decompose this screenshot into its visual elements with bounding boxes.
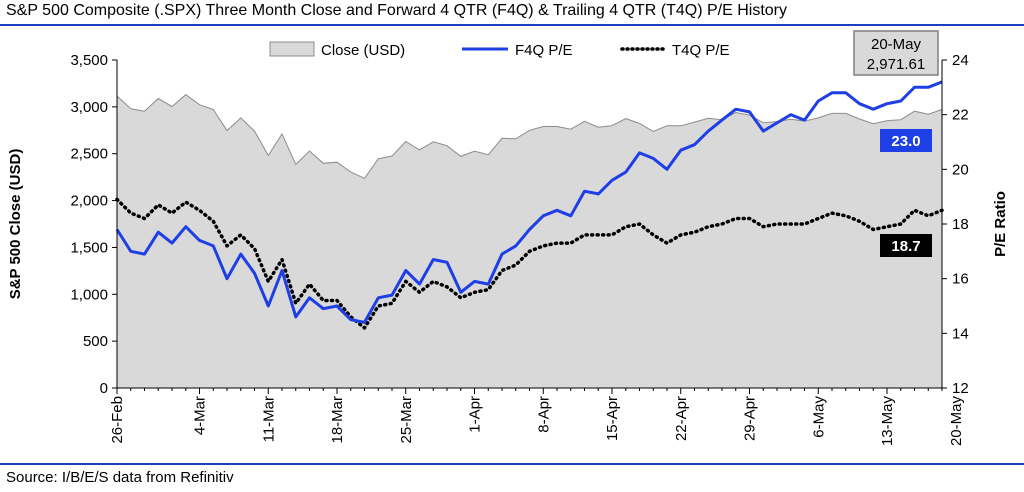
legend-label-f4q: F4Q P/E [515,42,573,59]
chart-canvas: 0 500 1,000 1,500 2,000 2,500 3,000 3,500 12 14 16… [7,30,1009,447]
x-axis-tick-label: 11-Mar [260,396,277,442]
callout-box [853,30,939,76]
right-axis-tick-label: 18 [952,216,969,233]
left-axis-tick-label: 1,500 [70,239,108,256]
x-axis-tick-label: 26-Feb [109,396,126,444]
date-value-callout: 20-May 2,971.61 [853,30,939,76]
left-axis-tick-label: 3,500 [70,52,108,69]
right-axis-tick-label: 24 [952,52,969,69]
x-axis-tick-label: 4-Mar [192,396,209,435]
chart-title: S&P 500 Composite (.SPX) Three Month Clo… [6,2,787,19]
legend-swatch-close [269,41,315,57]
t4q-line [115,197,944,330]
x-axis-tick-label: 1-Apr [467,396,484,433]
x-axis-tick-label: 15-Apr [604,396,621,441]
right-axis-tick-label: 16 [952,271,969,288]
source-rule [0,463,1024,465]
right-axis-title: P/E Ratio [992,191,1009,257]
source-note: Source: I/B/E/S data from Refinitiv [6,469,234,486]
x-axis-tick-label: 18-Mar [329,396,346,444]
x-axis-tick-label: 6-May [810,396,827,438]
f4q-line [115,80,943,324]
legend-label-close: Close (USD) [321,42,405,59]
x-axis-tick-label: 13-May [879,396,896,447]
legend-label-t4q: T4Q P/E [672,42,730,59]
t4q-end-label: 18.7 [891,238,920,255]
left-axis-tick-label: 500 [83,333,108,350]
x-axis-tick-label: 22-Apr [673,396,690,441]
x-axis-tick-label: 8-Apr [535,396,552,433]
x-axis-tick-label: 20-May [948,396,965,447]
left-axis-tick-label: 1,000 [70,286,108,303]
left-axis-title: S&P 500 Close (USD) [7,149,24,300]
t4q-end-badge [880,234,932,257]
callout-value: 2,971.61 [867,56,925,73]
title-rule [0,24,1024,26]
right-axis-tick-label: 22 [952,107,969,124]
x-axis-tick-label: 29-Apr [742,396,759,441]
x-axis-tick-label: 25-Mar [398,396,415,444]
f4q-end-label: 23.0 [891,133,920,150]
right-axis-tick-label: 12 [952,380,969,397]
right-axis-tick-label: 20 [952,161,969,178]
left-axis-tick-label: 0 [100,380,108,397]
left-axis-tick-label: 2,000 [70,193,108,210]
left-axis-tick-label: 3,000 [70,99,108,116]
left-axis-tick-label: 2,500 [70,146,108,163]
legend: Close (USD) F4Q P/E T4Q P/E [269,41,730,59]
right-axis-tick-label: 14 [952,325,969,342]
callout-date: 20-May [871,36,922,53]
close-area [117,94,942,388]
f4q-end-badge [880,129,932,152]
